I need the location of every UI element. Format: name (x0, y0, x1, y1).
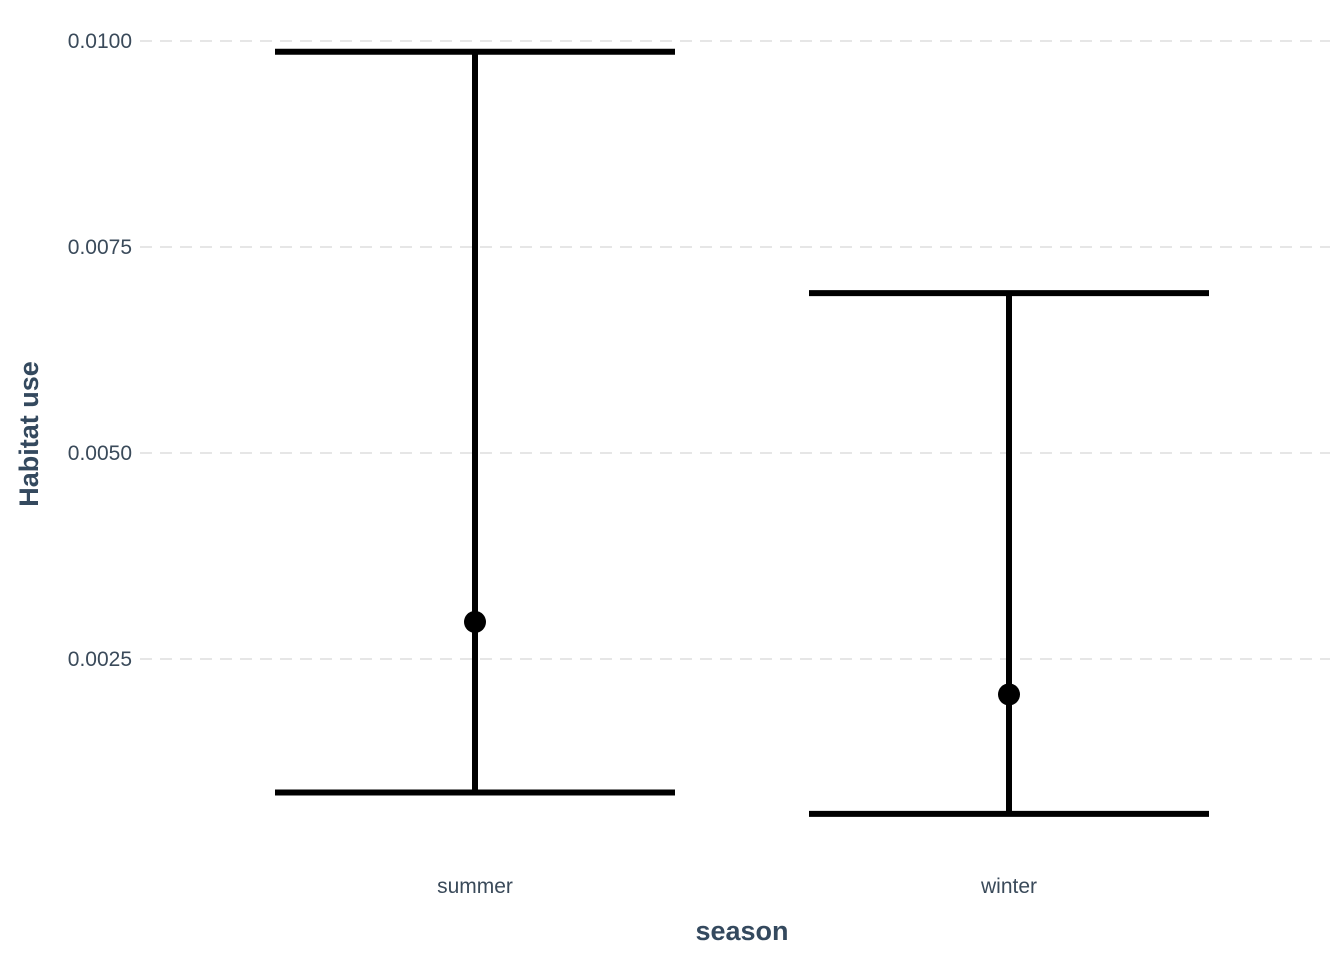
x-axis-title: season (695, 916, 788, 946)
estimate-point (464, 610, 486, 633)
y-tick-label: 0.0075 (68, 236, 132, 259)
y-axis-ticks: 0.0025 0.0050 0.0075 0.0100 (68, 30, 132, 671)
estimate-point (998, 683, 1020, 706)
grid (140, 40, 1330, 660)
y-axis-title: Habitat use (14, 361, 44, 507)
x-axis-ticks: summer winter (437, 875, 1037, 898)
y-tick-label: 0.0050 (68, 442, 132, 465)
y-tick-label: 0.0100 (68, 30, 132, 53)
y-tick-label: 0.0025 (68, 648, 132, 671)
data-series (275, 48, 1209, 817)
x-tick-label: summer (437, 875, 513, 898)
x-tick-label: winter (980, 875, 1037, 898)
